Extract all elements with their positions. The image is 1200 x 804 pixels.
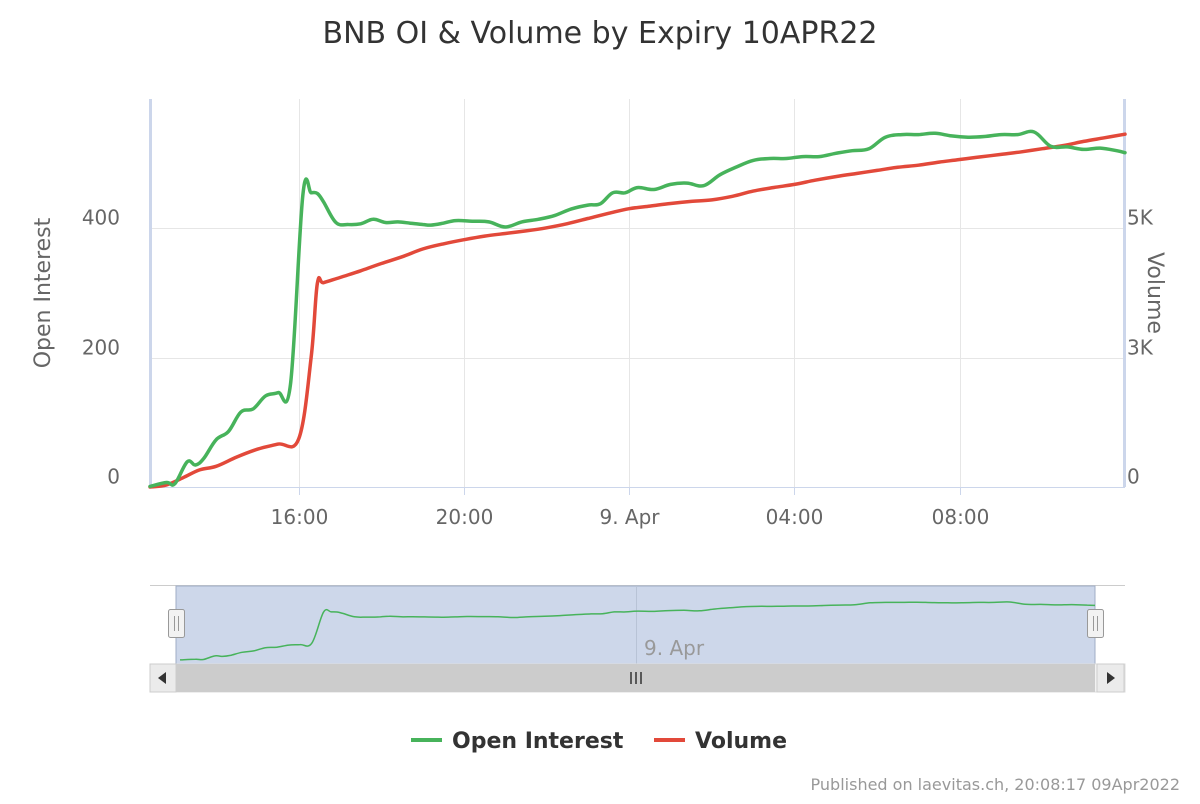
left-axis-ticks: 0 200 400 — [82, 206, 120, 489]
series-line-open-interest — [148, 129, 1127, 489]
left-tick-label: 400 — [82, 206, 120, 230]
left-axis-title: Open Interest — [31, 217, 56, 368]
navigator[interactable]: 9. Apr — [150, 585, 1125, 665]
scrollbar-right-button[interactable] — [1096, 663, 1125, 693]
scrollbar-grip-icon — [630, 672, 642, 684]
series-line-volume — [148, 132, 1127, 489]
x-tick-label: 16:00 — [271, 505, 329, 529]
legend-item-volume[interactable]: Volume — [654, 729, 787, 754]
series-layer — [148, 129, 1127, 489]
chart-title: BNB OI & Volume by Expiry 10APR22 — [322, 16, 877, 51]
x-tick-label: 08:00 — [932, 505, 990, 529]
legend: Open Interest Volume — [411, 729, 787, 754]
arrow-right-icon — [1107, 672, 1115, 684]
x-tick-label: 04:00 — [766, 505, 824, 529]
navigator-selected-range[interactable] — [175, 585, 1096, 665]
legend-item-open-interest[interactable]: Open Interest — [411, 729, 624, 754]
left-tick-label: 200 — [82, 336, 120, 360]
right-tick-label: 5K — [1127, 206, 1154, 230]
navigator-left-handle[interactable] — [168, 609, 185, 638]
scrollbar[interactable] — [149, 663, 1126, 693]
navigator-right-handle[interactable] — [1087, 609, 1104, 638]
left-tick-label: 0 — [107, 465, 120, 489]
arrow-left-icon — [158, 672, 166, 684]
legend-label-volume: Volume — [695, 729, 787, 754]
legend-label-open-interest: Open Interest — [452, 729, 624, 754]
right-axis-ticks: 0 3K 5K — [1127, 206, 1154, 489]
navigator-series-line — [179, 601, 1096, 661]
x-tick-label: 9. Apr — [599, 505, 660, 529]
right-tick-label: 3K — [1127, 336, 1154, 360]
scrollbar-left-button[interactable] — [149, 663, 177, 693]
credit-text[interactable]: Published on laevitas.ch, 20:08:17 09Apr… — [811, 775, 1180, 794]
x-tick-label: 20:00 — [436, 505, 494, 529]
right-tick-label: 0 — [1127, 465, 1140, 489]
x-axis-ticks: 16:00 20:00 9. Apr 04:00 08:00 — [271, 487, 990, 529]
navigator-tick-label: 9. Apr — [644, 636, 705, 660]
right-axis-title: Volume — [1142, 252, 1167, 334]
